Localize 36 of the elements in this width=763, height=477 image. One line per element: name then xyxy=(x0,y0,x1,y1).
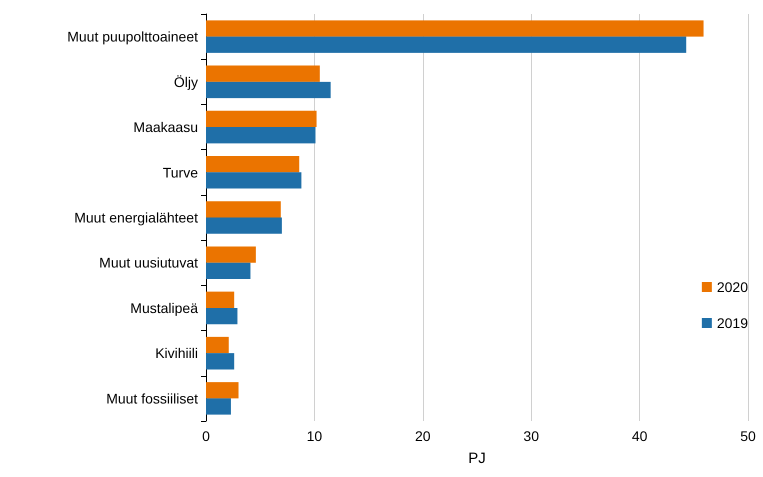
x-tick-label: 40 xyxy=(632,428,648,444)
bar xyxy=(206,336,229,354)
y-tick-label: Maakaasu xyxy=(133,119,198,136)
y-tick-label: Öljy xyxy=(174,74,198,90)
bar xyxy=(206,66,320,82)
y-tick-label: Muut fossiiliset xyxy=(106,390,198,406)
y-tick-label: Mustalipeä xyxy=(130,300,198,316)
bar xyxy=(206,246,256,263)
bar xyxy=(206,201,281,218)
legend-label: 2020 xyxy=(716,279,748,295)
bar xyxy=(206,262,250,279)
x-tick-label: 10 xyxy=(306,428,322,444)
bar xyxy=(206,218,282,234)
x-tick-label: 0 xyxy=(202,428,210,444)
y-tick-label: Muut energialähteet xyxy=(74,210,198,226)
bar xyxy=(206,308,238,324)
bar xyxy=(206,110,317,128)
y-tick-label: Muut puupolttoaineet xyxy=(67,28,198,45)
y-tick-label: Muut uusiutuvat xyxy=(99,254,198,271)
bar xyxy=(206,398,231,415)
legend-label: 2019 xyxy=(716,315,748,331)
bar xyxy=(206,382,239,398)
bar xyxy=(206,20,704,37)
y-tick-label: Kivihiili xyxy=(155,345,198,362)
bar xyxy=(206,172,302,189)
bar xyxy=(206,36,686,53)
x-axis-title: PJ xyxy=(468,450,486,467)
bar xyxy=(206,82,331,98)
bar xyxy=(206,353,234,370)
bar xyxy=(206,156,300,172)
x-tick-label: 50 xyxy=(740,428,756,444)
x-tick-label: 20 xyxy=(415,428,431,444)
bar xyxy=(206,127,316,144)
y-tick-label: Turve xyxy=(162,164,198,180)
bar xyxy=(206,292,234,308)
x-tick-label: 30 xyxy=(523,428,540,444)
